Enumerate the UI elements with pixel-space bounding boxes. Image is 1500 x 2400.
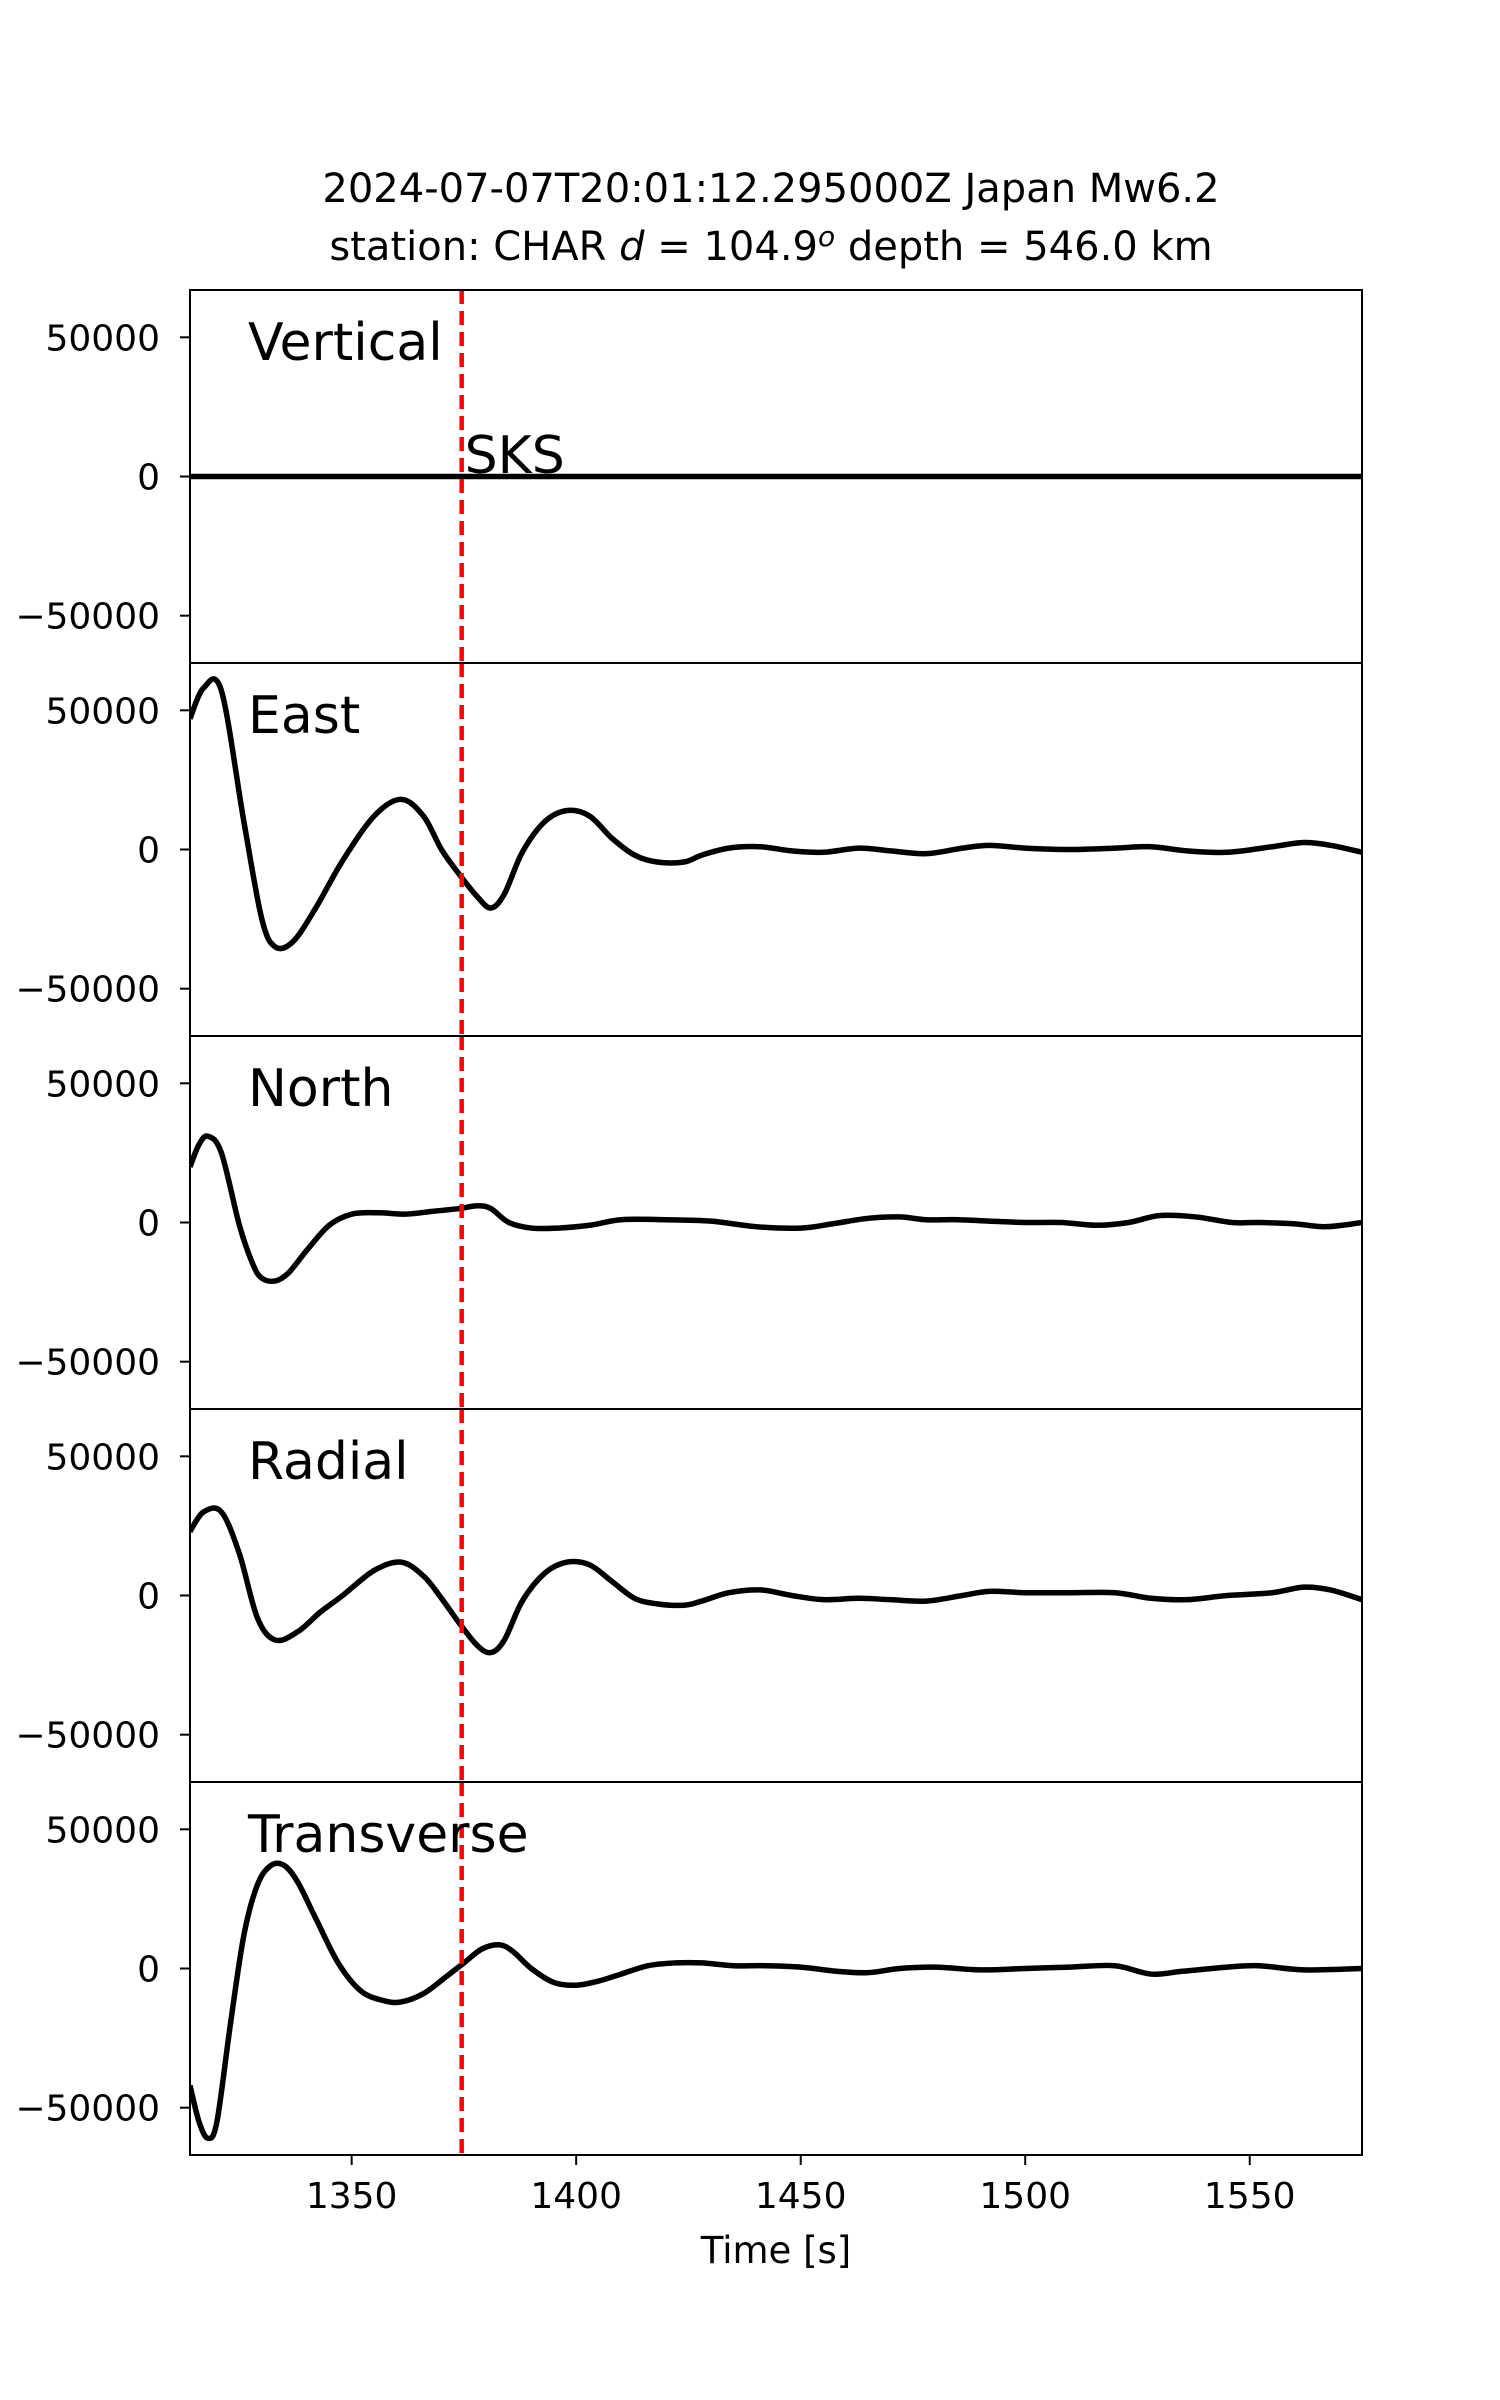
y-tick-label: −50000 [15,2089,160,2130]
y-tick-label: −50000 [15,1716,160,1757]
y-tick-label: 0 [137,458,160,499]
y-tick-label: 50000 [45,1437,160,1478]
panel-east: 50000 0 −50000 East [15,662,1363,1037]
x-axis-label: Time [s] [700,2229,851,2272]
x-axis: 1350 1400 1450 1500 1550 [306,2155,1296,2217]
y-tick-label: −50000 [15,1343,160,1384]
panel-label-east: East [248,686,360,746]
title-distance-symbol: d [619,224,645,270]
panel-north: 50000 0 −50000 North [15,1035,1363,1410]
y-tick-label: 0 [137,1204,160,1245]
phase-label: SKS [465,426,565,486]
y-tick-label: 50000 [45,1064,160,1105]
trace-line-transverse [190,1860,1362,2142]
y-tick-label: 0 [137,1577,160,1618]
x-tick-label: 1400 [530,2176,622,2217]
x-tick-label: 1450 [755,2176,847,2217]
chart-title-line1: 2024-07-07T20:01:12.295000Z Japan Mw6.2 [322,166,1219,212]
title-degree-symbol: o [818,220,835,253]
title-distance-value: = 104.9 [645,224,818,270]
panel-label-radial: Radial [248,1432,409,1492]
y-tick-label: −50000 [15,597,160,638]
trace-line-east [190,676,1362,952]
y-tick-label: 0 [137,1950,160,1991]
panels-group: 500000−50000VerticalSKS500000−50000East5… [15,289,1363,2156]
x-tick-label: 1550 [1204,2176,1296,2217]
chart-title-line2: station: CHAR d = 104.9o depth = 546.0 k… [329,220,1212,270]
y-tick-label: 50000 [45,1810,160,1851]
panel-label-transverse: Transverse [247,1805,529,1865]
trace-line-north [190,1133,1362,1285]
x-tick-label: 1500 [979,2176,1071,2217]
chart-title: 2024-07-07T20:01:12.295000Z Japan Mw6.2 … [322,166,1219,270]
y-tick-label: 50000 [45,691,160,732]
panel-label-north: North [248,1059,393,1119]
panel-label-vertical: Vertical [248,313,443,373]
panel-vertical: 50000 0 −50000 Vertical SKS [15,289,1363,664]
panel-transverse: 50000 0 −50000 Transverse [15,1781,1363,2156]
trace-line-radial [190,1505,1362,1656]
y-tick-label: 50000 [45,318,160,359]
panel-radial: 50000 0 −50000 Radial [15,1408,1363,1783]
y-tick-label: 0 [137,831,160,872]
x-tick-label: 1350 [306,2176,398,2217]
title-station: station: CHAR [329,224,619,270]
title-depth: depth = 546.0 km [835,224,1212,270]
y-tick-label: −50000 [15,970,160,1011]
